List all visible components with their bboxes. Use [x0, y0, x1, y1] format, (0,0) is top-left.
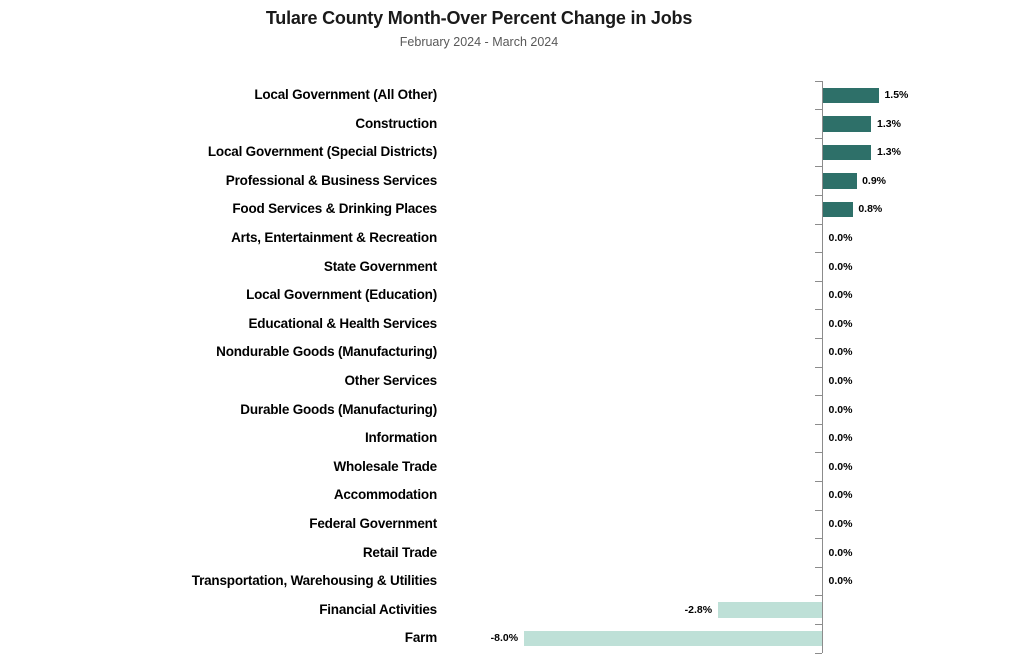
category-label: Local Government (Education): [246, 287, 437, 303]
value-label: 0.0%: [828, 375, 853, 387]
value-label: 0.0%: [828, 403, 853, 416]
value-label: 1.3%: [876, 146, 901, 159]
value-label: 0.9%: [862, 174, 886, 187]
axis-tick: [815, 252, 822, 254]
positive-bar: [823, 87, 879, 104]
category-label: Wholesale Trade: [333, 458, 437, 474]
axis-tick: [815, 80, 822, 82]
category-label: Farm: [404, 630, 437, 646]
value-label: 0.0%: [828, 489, 853, 502]
category-label: Financial Activities: [319, 601, 437, 617]
value-label: 0.0%: [828, 260, 853, 273]
value-label: 0.0%: [828, 432, 853, 445]
category-label: Retail Trade: [362, 544, 437, 560]
value-label: -2.8%: [684, 603, 713, 616]
category-label: State Government: [323, 258, 437, 274]
value-label: 1.5%: [884, 89, 909, 101]
category-label: Accommodation: [333, 487, 437, 503]
value-label: 1.3%: [876, 117, 901, 130]
chart-title: Tulare County Month-Over Percent Change …: [265, 8, 693, 28]
axis-tick: [815, 538, 822, 540]
category-label: Arts, Entertainment & Recreation: [231, 230, 437, 245]
axis-tick: [815, 109, 822, 111]
value-label: 0.0%: [828, 289, 853, 302]
category-label: Transportation, Warehousing & Utilities: [191, 573, 437, 589]
category-label: Other Services: [344, 373, 437, 388]
negative-bar: [524, 630, 823, 647]
value-label: 0.8%: [858, 203, 883, 216]
axis-tick: [815, 480, 822, 482]
category-label: Food Services & Drinking Places: [232, 201, 437, 217]
category-label: Information: [364, 430, 437, 446]
axis-tick: [815, 395, 822, 397]
axis-tick: [815, 566, 822, 568]
axis-tick: [815, 223, 822, 225]
chart-subtitle: February 2024 - March 2024: [399, 35, 559, 49]
value-label: 0.0%: [828, 460, 853, 473]
positive-bar: [823, 173, 857, 189]
axis-tick: [815, 423, 822, 425]
negative-bar: [718, 602, 823, 618]
positive-bar: [823, 144, 872, 161]
axis-tick: [815, 366, 822, 368]
positive-bar: [823, 201, 853, 218]
value-label: 0.0%: [828, 346, 853, 359]
axis-tick: [815, 623, 822, 625]
category-label: Local Government (Special Districts): [207, 144, 437, 160]
axis-tick: [815, 595, 822, 597]
category-label: Educational & Health Services: [248, 315, 437, 331]
value-label: 0.0%: [828, 546, 853, 559]
category-label: Nondurable Goods (Manufacturing): [216, 344, 437, 360]
value-label: 0.0%: [828, 317, 853, 330]
category-label: Durable Goods (Manufacturing): [240, 401, 437, 417]
category-label: Federal Government: [309, 516, 437, 531]
value-label: 0.0%: [828, 575, 853, 588]
axis-tick: [815, 509, 822, 511]
axis-tick: [815, 194, 822, 196]
axis-tick: [815, 337, 822, 339]
zero-axis-line: [822, 81, 823, 653]
category-label: Professional & Business Services: [225, 172, 437, 188]
axis-tick: [815, 309, 822, 311]
value-label: 0.0%: [828, 518, 853, 530]
value-label: 0.0%: [828, 232, 853, 244]
axis-tick: [815, 280, 822, 282]
axis-tick: [815, 652, 822, 654]
category-label: Construction: [355, 115, 437, 131]
positive-bar: [823, 116, 872, 132]
axis-tick: [815, 137, 822, 139]
axis-tick: [815, 452, 822, 454]
value-label: -8.0%: [490, 632, 519, 645]
axis-tick: [815, 166, 822, 168]
category-label: Local Government (All Other): [254, 87, 437, 102]
